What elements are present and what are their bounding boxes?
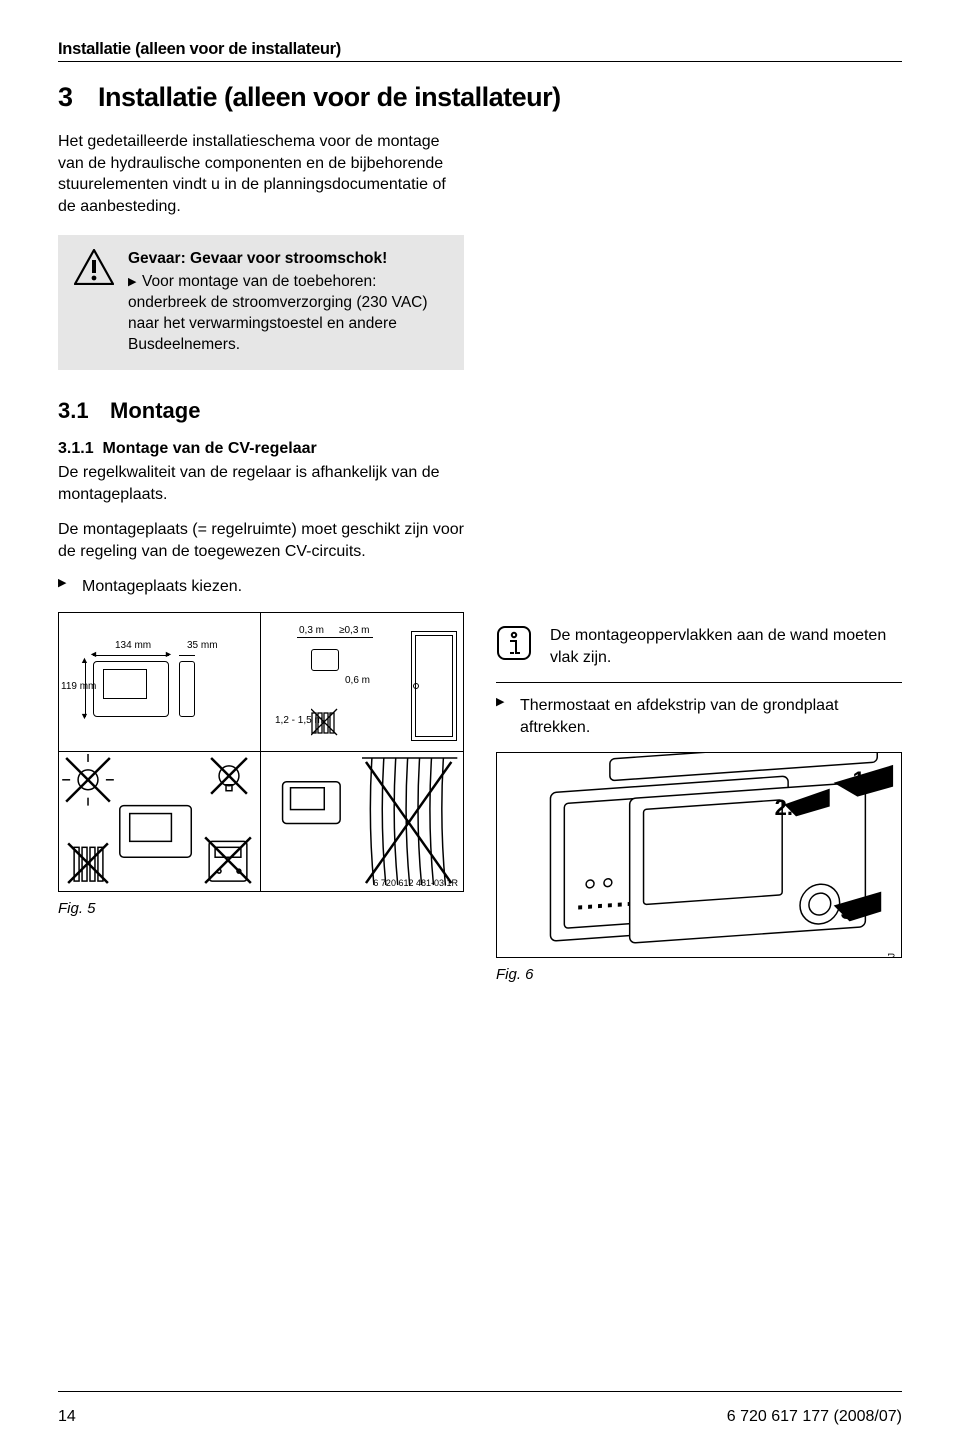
step-1: 1.: [853, 767, 871, 793]
fig6-code: 6 720 612 220-27.1J: [887, 953, 897, 958]
info-icon: [496, 625, 536, 668]
page-number: 14: [58, 1408, 76, 1426]
clear-below: 0,6 m: [345, 675, 370, 686]
fig5-q2: 0,3 m ≥0,3 m 0,6 m: [261, 613, 463, 752]
header-rule: [58, 61, 902, 62]
figure-6: 1. 2. 3. 6 720 612 220-27.1J: [496, 752, 902, 958]
instr-text: Thermostaat en afdekstrip van de grondpl…: [520, 695, 902, 738]
info-text: De montageoppervlakken aan de wand moete…: [550, 625, 902, 668]
footer-rule: [58, 1391, 902, 1392]
subsection-number: 3.1: [58, 398, 110, 424]
triangle-icon: ▶: [496, 695, 510, 738]
subsub-number: 3.1.1: [58, 440, 94, 457]
warning-bullet-text: Voor montage van de toebehoren: onderbre…: [128, 273, 428, 353]
info-rule: [496, 682, 902, 683]
fig5-code: 6 720 612 481-03.1R: [373, 878, 458, 888]
fig5-q1: 134 mm ◄ ► 35 mm 119 mm ▲ ▼: [59, 613, 261, 752]
running-header: Installatie (alleen voor de installateur…: [58, 40, 902, 59]
clear-height: 1,2 - 1,5 m: [275, 715, 323, 726]
fig5-q4: 6 720 612 481-03.1R: [261, 752, 463, 891]
doc-number: 6 720 617 177 (2008/07): [727, 1408, 902, 1426]
section-text: Installatie (alleen voor de installateur…: [98, 82, 561, 112]
info-box: De montageoppervlakken aan de wand moete…: [496, 625, 902, 668]
triangle-icon: ▶: [58, 576, 72, 598]
fig5-q3: [59, 752, 261, 891]
warning-body: Gevaar: Gevaar voor stroomschok! ▶Voor m…: [128, 249, 450, 356]
figure-5: 134 mm ◄ ► 35 mm 119 mm ▲ ▼: [58, 612, 464, 892]
section-number: 3: [58, 82, 98, 113]
warning-bullet-icon: ▶: [128, 275, 142, 290]
warning-box: Gevaar: Gevaar voor stroomschok! ▶Voor m…: [58, 235, 464, 370]
dim-w: 134 mm: [115, 640, 151, 651]
step-2: 2.: [775, 795, 793, 821]
subsection-text: Montage: [110, 398, 200, 423]
intro-paragraph: Het gedetailleerde installatieschema voo…: [58, 131, 464, 217]
dim-d: 35 mm: [187, 640, 218, 651]
subsub-text: Montage van de CV-regelaar: [102, 440, 316, 457]
subsub-title: 3.1.1 Montage van de CV-regelaar: [58, 440, 464, 458]
clear-side2: 0,3 m: [345, 625, 370, 636]
fig5-caption: Fig. 5: [58, 900, 464, 917]
bullet-thermostaat: ▶ Thermostaat en afdekstrip van de grond…: [496, 695, 902, 738]
footer: 14 6 720 617 177 (2008/07): [58, 1408, 902, 1426]
bullet-text: Montageplaats kiezen.: [82, 576, 464, 598]
subsub-p1: De regelkwaliteit van de regelaar is afh…: [58, 462, 464, 505]
subsection-title: 3.1Montage: [58, 398, 464, 424]
warning-icon: [72, 249, 116, 289]
fig6-caption: Fig. 6: [496, 966, 902, 983]
section-title: 3Installatie (alleen voor de installateu…: [58, 82, 902, 113]
dim-h: 119 mm: [61, 681, 96, 692]
warning-title: Gevaar: Gevaar voor stroomschok!: [128, 249, 450, 270]
step-3: 3.: [841, 899, 859, 925]
clear-side1: 0,3 m: [299, 625, 324, 636]
bullet-montageplaats: ▶ Montageplaats kiezen.: [58, 576, 464, 598]
subsub-p2: De montageplaats (= regelruimte) moet ge…: [58, 519, 464, 562]
